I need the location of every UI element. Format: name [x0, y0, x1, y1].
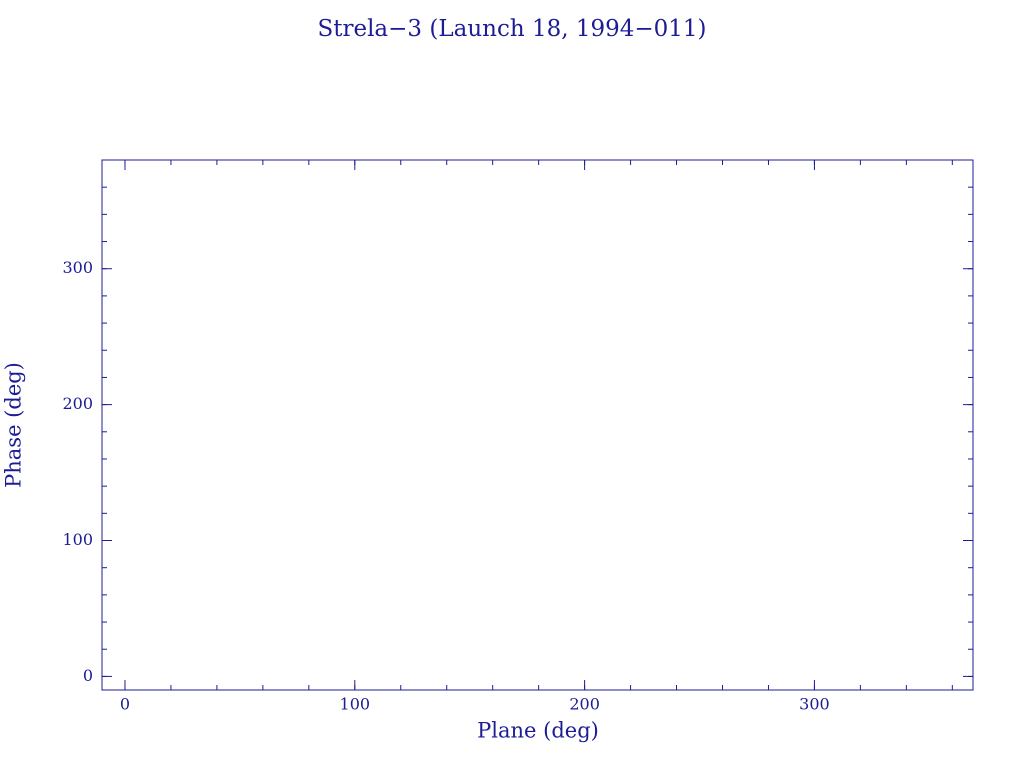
x-tick-label: 0 [120, 695, 130, 714]
y-axis-label: Phase (deg) [2, 362, 26, 488]
plot-frame [101, 159, 974, 691]
y-tick-label: 100 [62, 530, 93, 549]
x-axis-label: Plane (deg) [477, 719, 599, 743]
y-tick-label: 300 [62, 258, 93, 277]
y-tick-label: 200 [62, 394, 93, 413]
x-tick-label: 200 [569, 695, 600, 714]
x-tick-label: 300 [799, 695, 830, 714]
chart-title: Strela−3 (Launch 18, 1994−011) [317, 16, 706, 42]
y-tick-label: 0 [83, 666, 93, 685]
x-tick-label: 100 [340, 695, 371, 714]
